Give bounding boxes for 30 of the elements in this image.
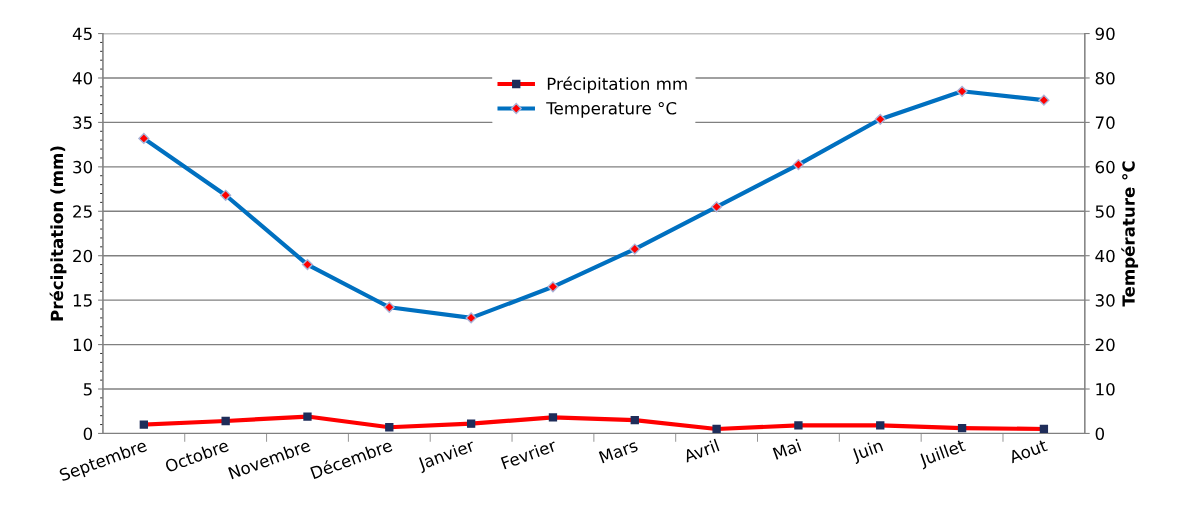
y2-tick-label: 60 bbox=[1095, 160, 1115, 174]
x-tick-label: Juin bbox=[850, 438, 885, 465]
x-tick-label: Fevrier bbox=[500, 438, 558, 470]
y-tick-label: 5 bbox=[83, 383, 92, 396]
y2-tick-label: 50 bbox=[1095, 205, 1115, 218]
y2-tick-label: 10 bbox=[1096, 382, 1115, 396]
y2-tick-label: 90 bbox=[1095, 27, 1115, 41]
y2-tick-label: 20 bbox=[1095, 338, 1115, 352]
y-tick-label: 45 bbox=[72, 27, 92, 41]
y2-tick-label: 30 bbox=[1095, 294, 1115, 307]
y2-tick-label: 70 bbox=[1095, 116, 1115, 129]
x-tick-label: Mars bbox=[598, 439, 639, 464]
x-tick-label: Mai bbox=[772, 438, 802, 460]
y-tick-label: 35 bbox=[73, 116, 92, 129]
y2-tick-label: 0 bbox=[1095, 427, 1105, 441]
legend-label: Précipitation mm bbox=[547, 76, 687, 94]
x-tick-label: Avril bbox=[682, 438, 720, 463]
y-tick-label: 40 bbox=[72, 71, 93, 85]
y2-tick-label: 80 bbox=[1095, 71, 1115, 85]
y-tick-label: 15 bbox=[73, 294, 92, 307]
y-tick-label: 20 bbox=[73, 249, 93, 263]
y-tick-label: 0 bbox=[83, 427, 93, 441]
legend-label: Temperature °C bbox=[546, 101, 677, 118]
y-tick-label: 30 bbox=[73, 160, 93, 174]
y2-axis-title: Température °C bbox=[1121, 161, 1139, 307]
x-tick-label: Aout bbox=[1008, 438, 1048, 464]
y-tick-label: 10 bbox=[73, 338, 93, 352]
y-axis-title: Précipitation (mm) bbox=[49, 146, 67, 321]
y2-tick-label: 40 bbox=[1095, 249, 1115, 263]
y-tick-label: 25 bbox=[73, 205, 92, 218]
